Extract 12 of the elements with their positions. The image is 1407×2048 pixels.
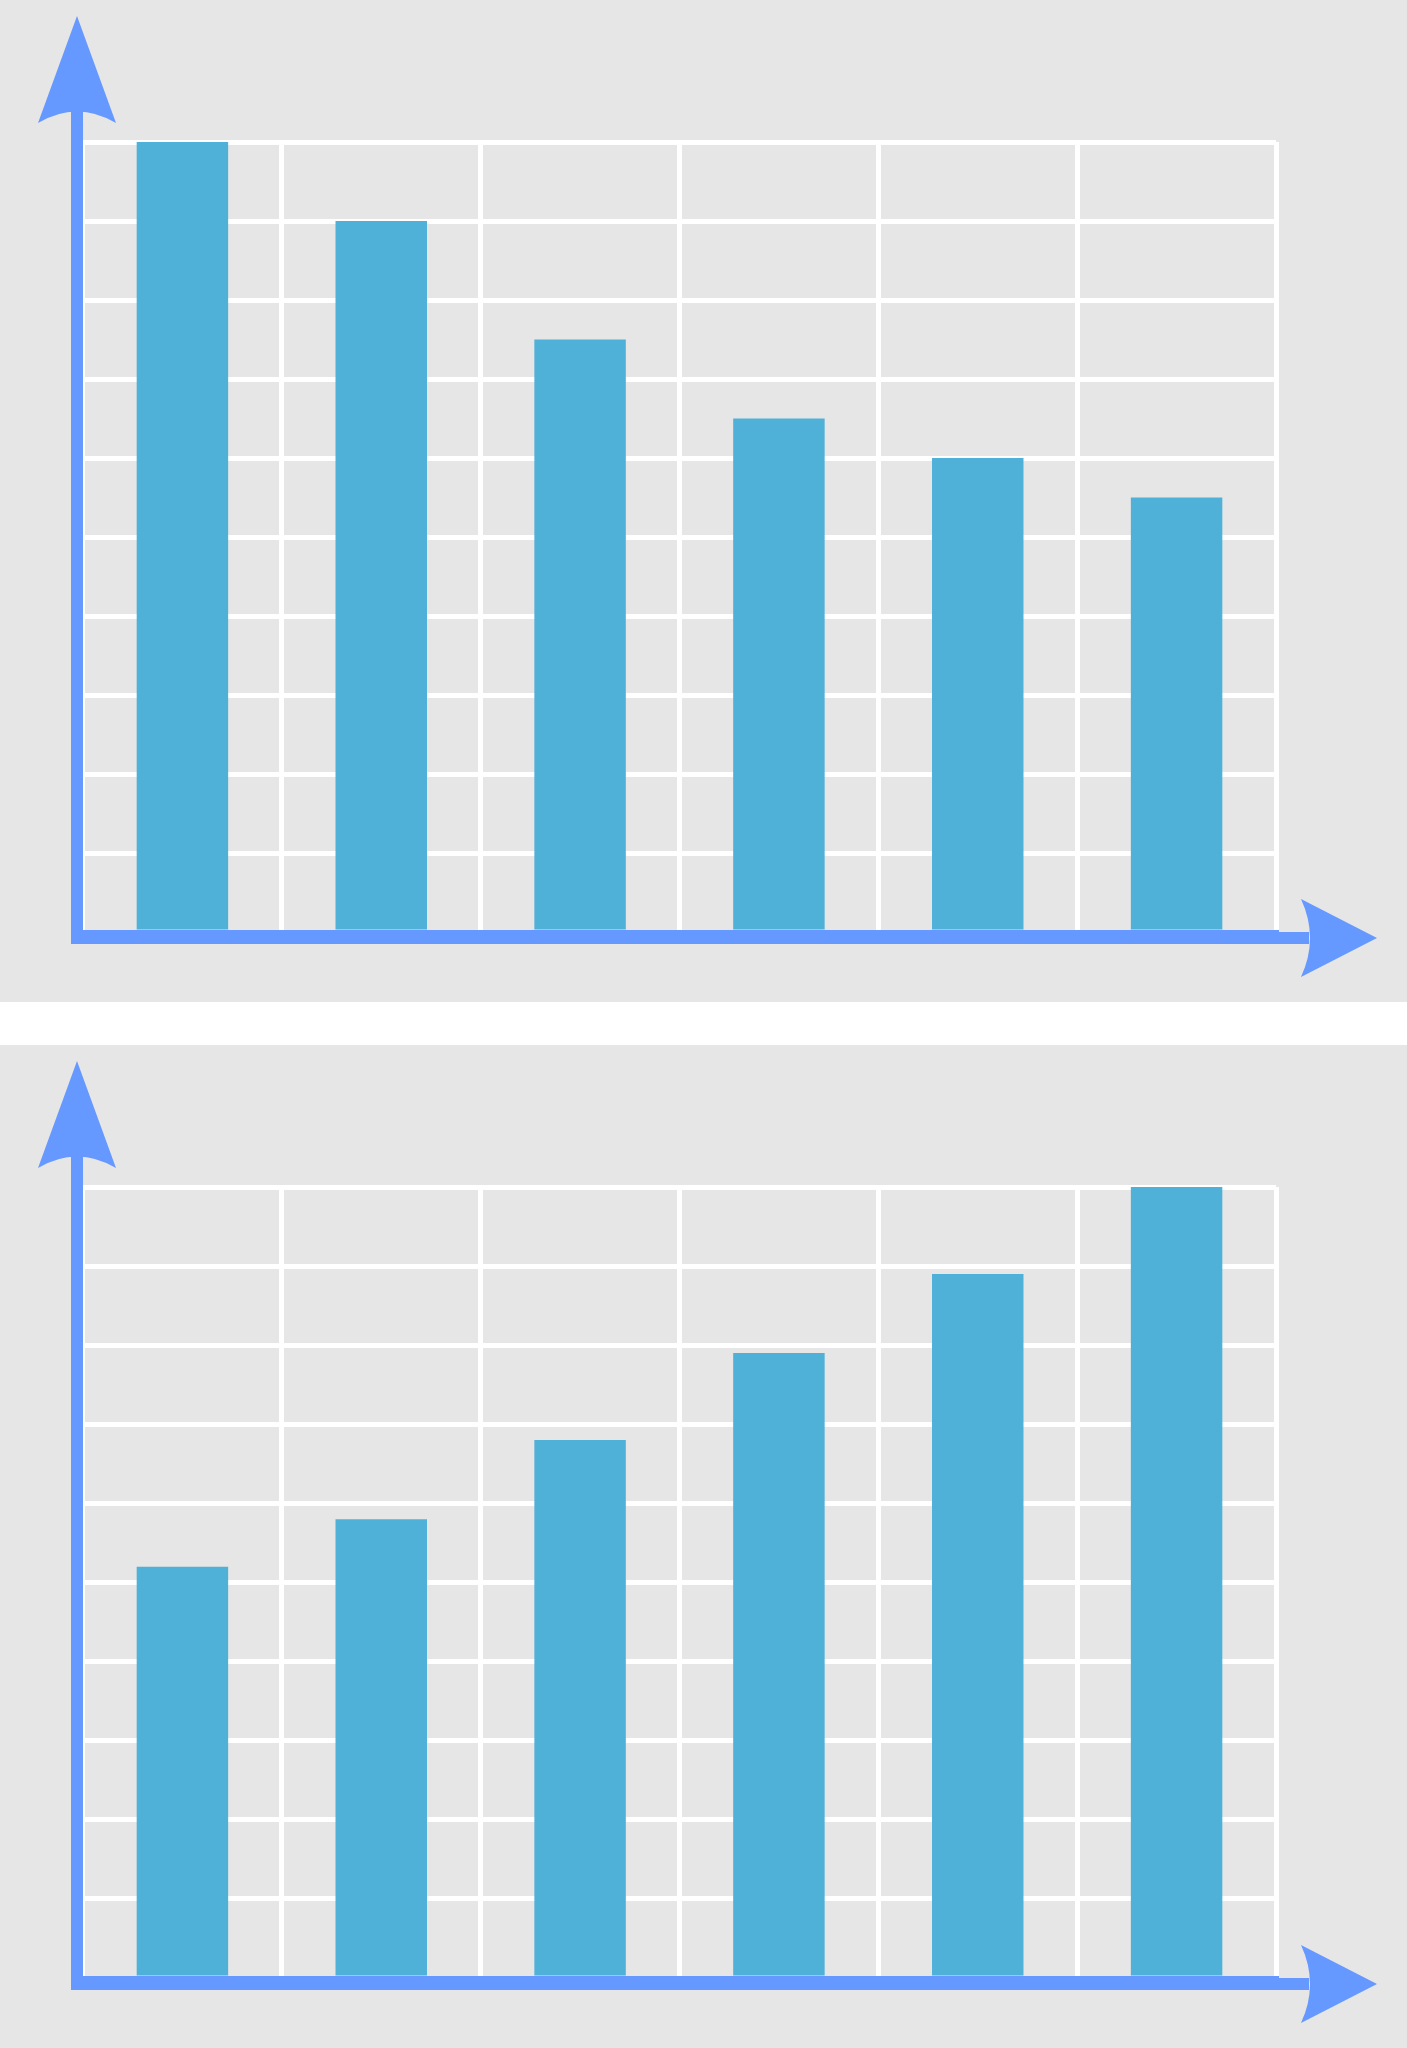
bar (136, 1566, 229, 1976)
bar (534, 1440, 626, 1976)
bar (335, 221, 427, 930)
bar (932, 458, 1024, 930)
bar (733, 1353, 825, 1976)
bar (733, 418, 825, 930)
bar (932, 1274, 1024, 1976)
bar (335, 1519, 427, 1976)
bar (1130, 497, 1223, 930)
bar (136, 142, 229, 930)
bar (1130, 1187, 1223, 1976)
bar (534, 339, 626, 930)
